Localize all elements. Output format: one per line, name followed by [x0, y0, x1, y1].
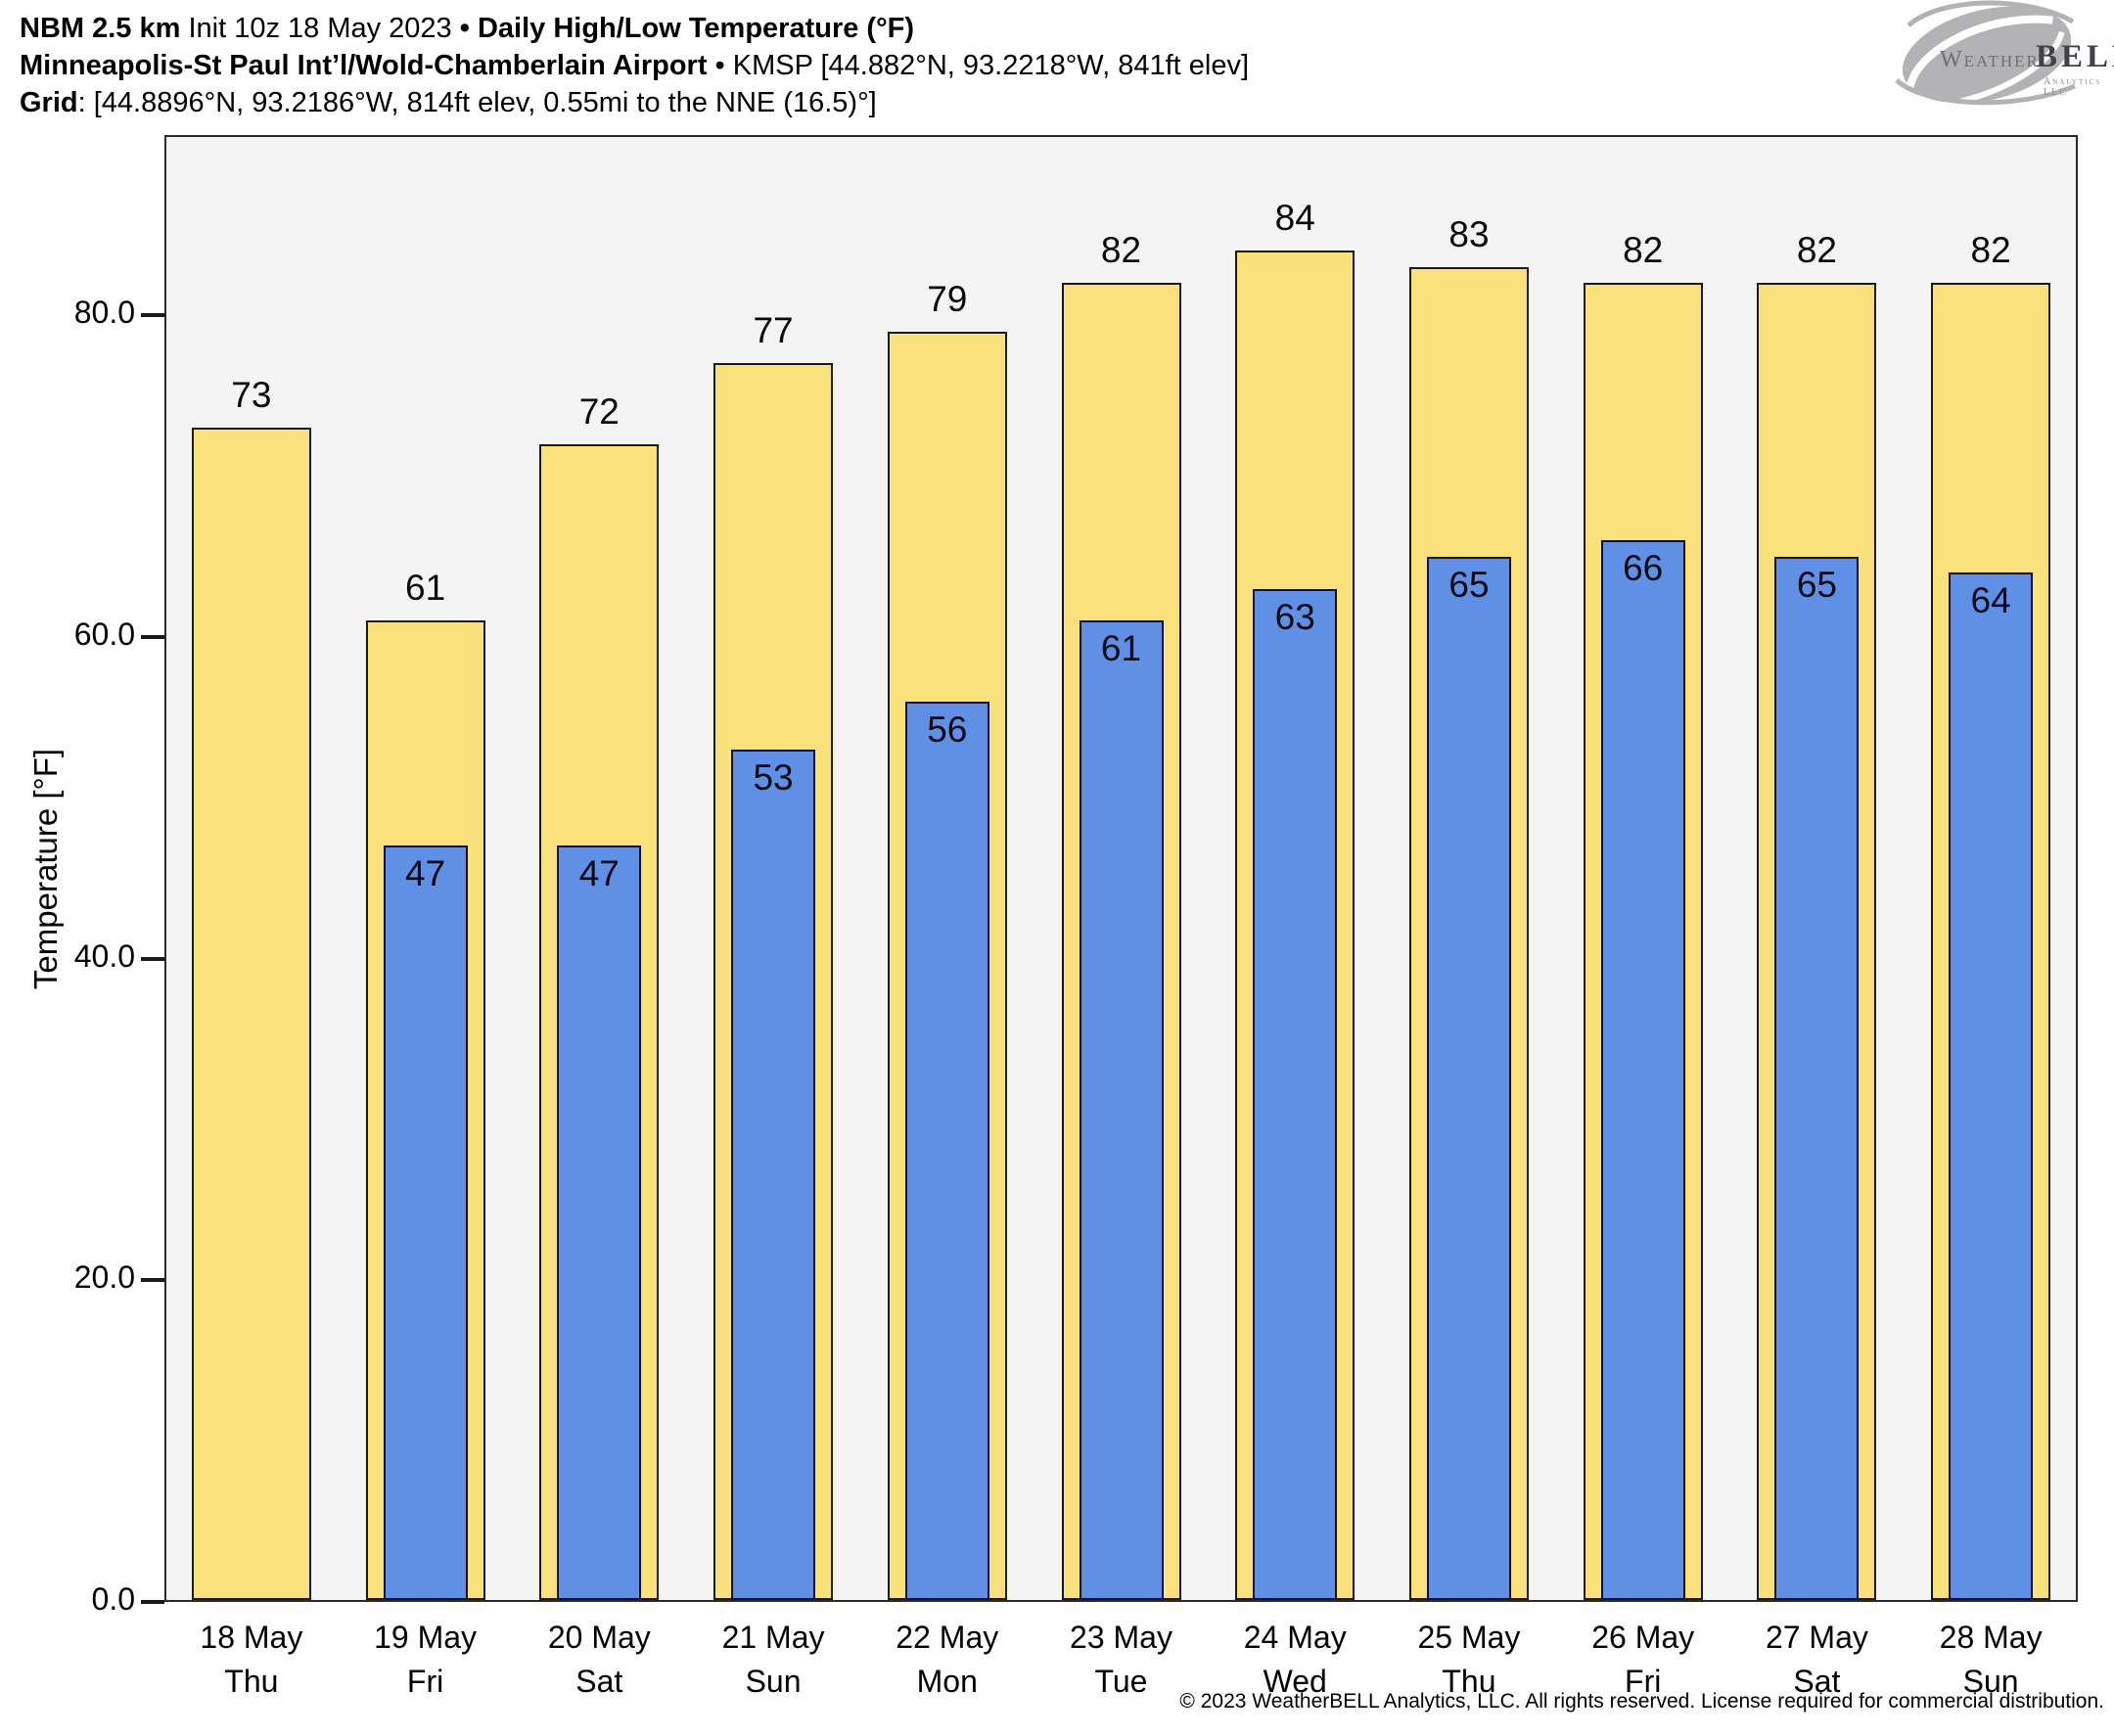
title-segment: •: [459, 13, 478, 44]
x-tick-label: 25 May Thu: [1381, 1616, 1557, 1704]
y-axis-title: Temperature [°F]: [27, 748, 64, 990]
x-tick-weekday: Sun: [1962, 1664, 2019, 1699]
high-value-label: 82: [1623, 230, 1664, 271]
low-bar: [731, 749, 816, 1600]
y-tick-label: 80.0: [73, 295, 135, 331]
x-tick-date: 23 May: [1070, 1620, 1172, 1655]
low-bar: [383, 845, 468, 1600]
low-value-label: 47: [578, 853, 620, 894]
low-bar: [1079, 620, 1164, 1600]
title-segment: NBM 2.5 km: [20, 13, 181, 44]
high-value-label: 82: [1100, 230, 1142, 271]
y-tick-mark: [141, 1278, 164, 1283]
y-tick-label: 60.0: [73, 616, 135, 652]
high-value-label: 83: [1448, 213, 1490, 254]
high-value-label: 61: [405, 568, 446, 609]
x-tick-label: 21 May Sun: [685, 1616, 861, 1704]
x-tick-label: 28 May Sun: [1903, 1616, 2079, 1704]
logo-subtext: Analytics LLC: [2044, 76, 2102, 98]
x-tick-label: 23 May Tue: [1034, 1616, 1210, 1704]
x-tick-label: 27 May Sat: [1728, 1616, 1905, 1704]
title-segment: : [44.8896°N, 93.2186°W, 814ft elev, 0.5…: [77, 87, 877, 118]
low-value-label: 66: [1623, 548, 1664, 589]
y-tick-label: 0.0: [91, 1581, 135, 1617]
x-tick-date: 28 May: [1939, 1620, 2043, 1655]
low-bar: [1949, 572, 2034, 1600]
copyright-notice: © 2023 WeatherBELL Analytics, LLC. All r…: [1179, 1690, 2104, 1713]
title-line-3: Grid: [44.8896°N, 93.2186°W, 814ft elev,…: [20, 84, 1249, 121]
x-tick-date: 26 May: [1591, 1620, 1695, 1655]
low-bar: [1600, 540, 1685, 1600]
y-tick-mark: [141, 313, 164, 318]
title-line-1: NBM 2.5 km Init 10z 18 May 2023 • Daily …: [20, 10, 1249, 47]
x-tick-weekday: Fri: [1625, 1664, 1662, 1699]
x-tick-date: 20 May: [547, 1620, 651, 1655]
x-tick-weekday: Thu: [1442, 1664, 1496, 1699]
x-tick-date: 25 May: [1417, 1620, 1521, 1655]
low-value-label: 63: [1274, 596, 1315, 637]
x-tick-weekday: Mon: [916, 1664, 978, 1699]
low-bar: [1253, 588, 1338, 1600]
x-tick-label: 18 May Thu: [163, 1616, 340, 1704]
high-value-label: 84: [1274, 198, 1315, 239]
x-tick-weekday: Thu: [224, 1664, 279, 1699]
x-tick-label: 22 May Mon: [859, 1616, 1035, 1704]
x-tick-date: 21 May: [721, 1620, 825, 1655]
x-tick-date: 27 May: [1765, 1620, 1868, 1655]
high-value-label: 82: [1796, 230, 1837, 271]
x-tick-date: 22 May: [896, 1620, 999, 1655]
y-tick-mark: [141, 1600, 164, 1604]
chart-header: NBM 2.5 km Init 10z 18 May 2023 • Daily …: [20, 10, 1249, 121]
low-value-label: 65: [1448, 564, 1490, 605]
y-tick-mark: [141, 634, 164, 639]
x-tick-weekday: Wed: [1263, 1664, 1327, 1699]
high-value-label: 79: [927, 278, 968, 319]
x-tick-weekday: Sat: [575, 1664, 623, 1699]
x-tick-label: 26 May Fri: [1555, 1616, 1731, 1704]
low-value-label: 56: [927, 708, 968, 750]
low-bar: [1426, 556, 1511, 1600]
low-bar: [557, 845, 642, 1600]
title-segment: Grid: [20, 87, 78, 118]
x-tick-weekday: Tue: [1094, 1664, 1148, 1699]
high-value-label: 77: [753, 310, 794, 351]
logo-bell-text: BELL: [2036, 39, 2114, 74]
title-segment: Init 10z 18 May 2023: [180, 13, 460, 44]
x-tick-date: 19 May: [374, 1620, 478, 1655]
y-tick-mark: [141, 956, 164, 961]
low-value-label: 61: [1100, 628, 1142, 669]
low-value-label: 47: [405, 853, 446, 894]
title-segment: • KMSP [44.882°N, 93.2218°W, 841ft elev]: [707, 50, 1250, 81]
high-value-label: 73: [231, 375, 272, 416]
high-value-label: 72: [578, 390, 620, 432]
x-tick-label: 24 May Wed: [1207, 1616, 1383, 1704]
low-value-label: 65: [1796, 564, 1837, 605]
high-bar: [191, 428, 311, 1600]
logo-weather-text: Weather: [1940, 47, 2040, 72]
low-value-label: 64: [1970, 580, 2011, 621]
x-tick-weekday: Fri: [406, 1664, 444, 1699]
x-tick-date: 24 May: [1243, 1620, 1347, 1655]
low-value-label: 53: [753, 756, 794, 798]
x-tick-label: 20 May Sat: [511, 1616, 687, 1704]
title-segment: Minneapolis-St Paul Int’l/Wold-Chamberla…: [20, 50, 708, 81]
title-segment: Daily High/Low Temperature (°F): [477, 13, 915, 44]
x-tick-weekday: Sun: [745, 1664, 802, 1699]
x-tick-weekday: Sat: [1793, 1664, 1841, 1699]
hurricane-swirl-icon: [1895, 0, 2076, 110]
y-tick-label: 40.0: [73, 937, 135, 974]
x-tick-date: 18 May: [200, 1620, 303, 1655]
y-tick-label: 20.0: [73, 1259, 135, 1296]
low-bar: [1774, 556, 1860, 1600]
low-bar: [904, 701, 989, 1600]
x-tick-label: 19 May Fri: [338, 1616, 514, 1704]
title-line-2: Minneapolis-St Paul Int’l/Wold-Chamberla…: [20, 47, 1249, 84]
weatherbell-logo: Weather BELL Analytics LLC: [1881, 0, 2114, 110]
high-value-label: 82: [1970, 230, 2011, 271]
